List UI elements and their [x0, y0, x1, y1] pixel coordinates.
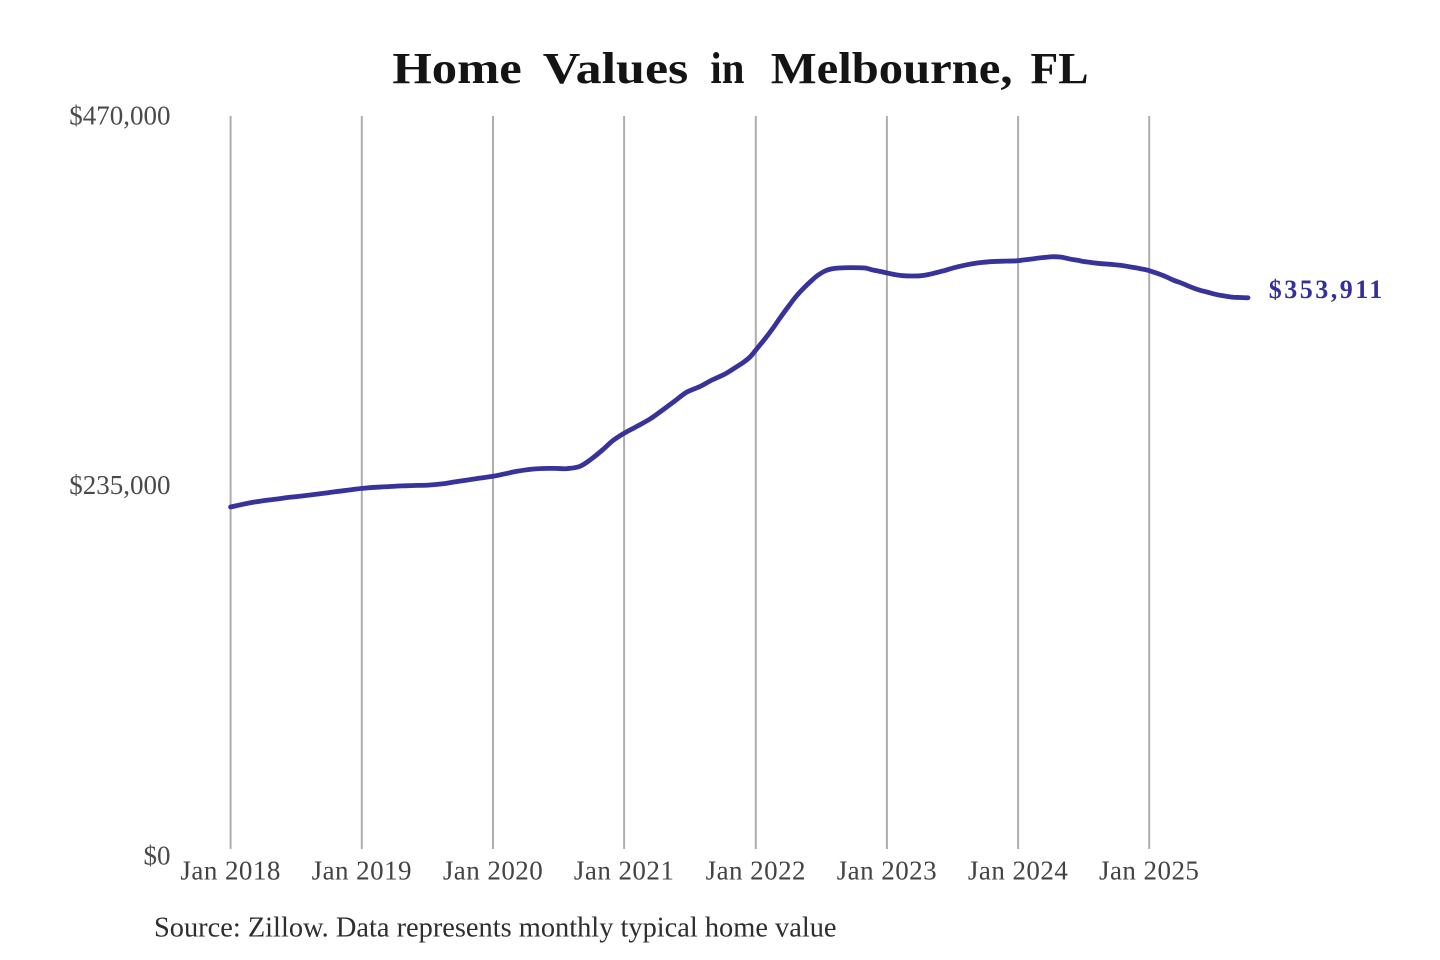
svg-text:Jan 2019: Jan 2019	[312, 856, 412, 886]
svg-text:Jan 2018: Jan 2018	[180, 856, 280, 886]
svg-text:Melbourne,: Melbourne,	[771, 44, 1013, 93]
svg-text:FL: FL	[1031, 44, 1089, 93]
svg-text:Jan 2020: Jan 2020	[443, 856, 543, 886]
svg-text:Jan 2022: Jan 2022	[706, 856, 806, 886]
svg-text:Jan 2025: Jan 2025	[1099, 856, 1199, 886]
svg-text:Values: Values	[543, 44, 689, 93]
svg-text:$470,000: $470,000	[69, 101, 170, 131]
svg-text:Jan 2021: Jan 2021	[574, 856, 674, 886]
svg-text:$235,000: $235,000	[69, 470, 170, 500]
svg-text:$353,911: $353,911	[1269, 275, 1385, 304]
svg-text:in: in	[710, 44, 744, 93]
svg-text:Jan 2023: Jan 2023	[837, 856, 937, 886]
svg-text:Jan 2024: Jan 2024	[968, 856, 1068, 886]
svg-text:$0: $0	[144, 840, 171, 870]
svg-text:Source: Zillow. Data represent: Source: Zillow. Data represents monthly …	[154, 913, 837, 944]
svg-text:Home: Home	[392, 44, 521, 93]
